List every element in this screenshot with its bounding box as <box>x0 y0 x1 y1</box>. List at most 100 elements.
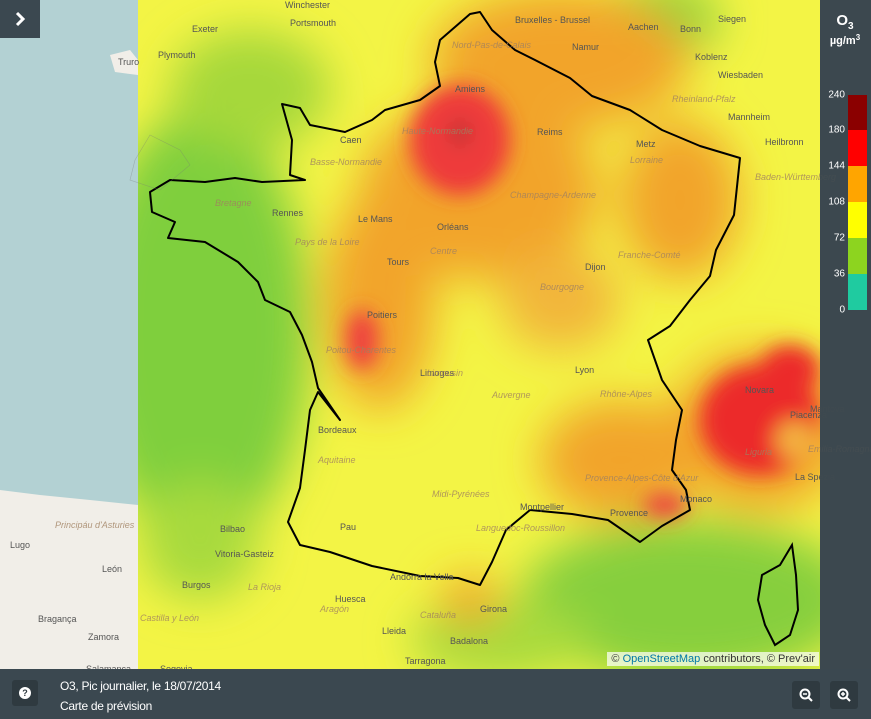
place-label: Wiesbaden <box>718 70 763 80</box>
place-label: Lleida <box>382 626 406 636</box>
region-label: Baden-Württemberg <box>755 172 836 182</box>
place-label: Monaco <box>680 494 712 504</box>
help-button[interactable]: ? <box>12 680 38 706</box>
zoom-out-button[interactable] <box>792 681 820 709</box>
place-label: Heilbronn <box>765 137 804 147</box>
place-label: Pau <box>340 522 356 532</box>
region-label: Pays de la Loire <box>295 237 360 247</box>
place-label: Bonn <box>680 24 701 34</box>
region-label: Principáu d'Asturies <box>55 520 135 530</box>
place-label: Zamora <box>88 632 119 642</box>
place-label: Mannheim <box>728 112 770 122</box>
place-label: Vitoria-Gasteiz <box>215 549 274 559</box>
chevron-icon <box>15 11 26 27</box>
land <box>110 50 138 75</box>
france-border <box>149 11 741 586</box>
legend-tick-label: 36 <box>834 269 846 280</box>
place-label: Amiens <box>455 84 486 94</box>
place-label: Limoges <box>420 368 455 378</box>
bottom-bar <box>0 669 871 719</box>
place-label: Koblenz <box>695 52 728 62</box>
region-label: Aquitaine <box>317 455 356 465</box>
legend-swatch <box>848 130 867 166</box>
region-label: Centre <box>430 246 457 256</box>
place-label: Metz <box>636 139 656 149</box>
region-label: Rhône-Alpes <box>600 389 653 399</box>
place-label: Novara <box>745 385 774 395</box>
place-label: Huesca <box>335 594 366 604</box>
place-label: Winchester <box>285 0 330 10</box>
legend-unit: µg/m3 <box>830 33 861 47</box>
zoom-in-button[interactable] <box>830 681 858 709</box>
region-label: Basse-Normandie <box>310 157 382 167</box>
region-label: La Rioja <box>248 582 281 592</box>
place-label: Exeter <box>192 24 218 34</box>
region-label: Bourgogne <box>540 282 584 292</box>
place-label: Lyon <box>575 365 594 375</box>
place-label: Namur <box>572 42 599 52</box>
region-label: Poitou-Charentes <box>326 345 397 355</box>
caption-subtitle: Carte de prévision <box>60 699 152 713</box>
place-label: Girona <box>480 604 507 614</box>
legend-tick-label: 0 <box>839 305 845 316</box>
region-label: Bretagne <box>215 198 252 208</box>
place-label: Siegen <box>718 14 746 24</box>
place-label: Orléans <box>437 222 469 232</box>
legend-title: O3 <box>836 12 854 32</box>
region-label: Castilla y León <box>140 613 199 623</box>
caption: O3, Pic journalier, le 18/07/2014 Carte … <box>60 676 221 716</box>
legend-swatch <box>848 238 867 274</box>
legend-tick-label: 180 <box>828 125 845 136</box>
legend-tick-label: 108 <box>828 197 845 208</box>
place-label: Bruxelles - Brussel <box>515 15 590 25</box>
corsica-border <box>756 542 800 647</box>
legend: 0 36 72 108 144 180 240 <box>828 90 867 316</box>
attribution: © OpenStreetMap contributors, © Prev'air <box>607 652 819 666</box>
region-label: Champagne-Ardenne <box>510 190 596 200</box>
region-label: Rheinland-Pfalz <box>672 94 736 104</box>
place-label: Andorra la Vella <box>390 572 454 582</box>
zoom-out-icon <box>799 688 813 702</box>
place-label: Truro <box>118 57 139 67</box>
place-label: Le Mans <box>358 214 393 224</box>
region-label: Liguria <box>745 447 772 457</box>
attribution-suffix: contributors, © Prev'air <box>703 653 815 665</box>
place-label: Poitiers <box>367 310 398 320</box>
place-label: Aachen <box>628 22 659 32</box>
ozone-layer <box>138 0 820 669</box>
place-label: Plymouth <box>158 50 196 60</box>
place-labels: Winchester Portsmouth Exeter Plymouth Truro B… <box>10 0 871 708</box>
place-label: Provence <box>610 508 648 518</box>
region-label: Limousin <box>427 368 463 378</box>
legend-tick-label: 72 <box>834 233 846 244</box>
legend-swatch <box>848 166 867 202</box>
region-label: Auvergne <box>491 390 531 400</box>
caption-title: O3, Pic journalier, le 18/07/2014 <box>60 679 221 693</box>
region-label: Haute-Normandie <box>402 126 473 136</box>
legend-tick-label: 240 <box>828 90 845 101</box>
region-label: Franche-Comté <box>618 250 681 260</box>
place-label: Badalona <box>450 636 488 646</box>
region-label: Languedoc-Roussillon <box>476 523 565 533</box>
place-label: Bilbao <box>220 524 245 534</box>
region-label: Midi-Pyrénées <box>432 489 490 499</box>
place-label: Caen <box>340 135 362 145</box>
zoom-in-icon <box>837 688 851 702</box>
place-label: La Spezia <box>795 472 835 482</box>
place-label: Rennes <box>272 208 304 218</box>
place-label: Burgos <box>182 580 211 590</box>
place-label: Piacenza <box>790 410 827 420</box>
attribution-link[interactable]: OpenStreetMap <box>622 653 701 665</box>
place-label: Portsmouth <box>290 18 336 28</box>
attribution-prefix: © <box>611 653 620 665</box>
land <box>0 490 138 669</box>
region-label: Nord-Pas-de-Calais <box>452 40 532 50</box>
place-label: Montpellier <box>520 502 564 512</box>
place-label: Tours <box>387 257 410 267</box>
place-label: León <box>102 564 122 574</box>
legend-swatch <box>848 202 867 238</box>
panel-toggle[interactable] <box>0 0 40 38</box>
region-label: Cataluña <box>420 610 456 620</box>
